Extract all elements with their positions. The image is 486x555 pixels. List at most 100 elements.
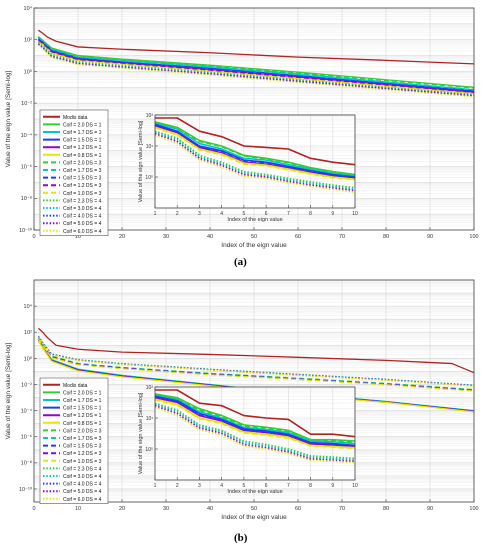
panel-b-main-x-tick-label: 70	[339, 506, 345, 512]
panel-a-legend-box	[39, 109, 109, 236]
panel-a-inset-x-tick-label: 5	[242, 211, 245, 217]
panel-a-legend-label-7: Coif = 1.7 DS = 3	[63, 168, 102, 174]
panel-a-inset-series-line-2	[154, 122, 356, 177]
panel-a-inset-frame	[154, 114, 356, 209]
panel-b-main-y-tick-label: 10⁻⁴	[21, 408, 33, 415]
panel-b-legend-box	[39, 377, 109, 504]
panel-b-legend-label-3: Coif = 1.5 DS = 1	[63, 406, 102, 412]
panel-b-main-series-line-0	[37, 327, 475, 374]
panel-a-legend-label-6: Coif = 2.0 DS = 3	[63, 160, 102, 166]
panel-b-inset-series-line-9	[154, 402, 356, 460]
panel-a-main-series-line-12	[37, 42, 475, 96]
panel-a-main-x-tick-label: 20	[119, 234, 125, 240]
panel-a-main-x-tick-label: 70	[339, 234, 345, 240]
panel-b-inset-x-tick-label: 3	[198, 483, 201, 489]
panel-b-label: (b)	[234, 532, 248, 544]
panel-a-inset-x-tick-label: 6	[265, 211, 268, 217]
panel-a-inset-series-line-12	[154, 134, 356, 194]
panel-b-main-y-tick-label: 10⁻²	[21, 382, 32, 388]
panel-b-legend-label-8: Coif = 1.5 DS = 3	[63, 444, 102, 450]
panel-a-main-x-tick-label: 80	[383, 234, 389, 240]
panel-a-legend-label-11: Coif = 2.3 DS = 4	[63, 198, 102, 204]
panel-a-main-y-tick-label: 10⁻¹⁰	[19, 227, 33, 234]
panel-a-main-series-line-0	[38, 29, 475, 65]
panel-a-legend-label-15: Coif = 6.0 DS = 4	[63, 229, 102, 235]
panel-b-main-y-axis-label: Value of the eign value [Semi-log]	[5, 342, 12, 439]
panel-b-legend-label-15: Coif = 6.0 DS = 4	[63, 497, 102, 503]
panel-a-main-y-tick-label: 10⁻²	[21, 101, 32, 107]
panel-b-inset-frame	[154, 386, 356, 481]
panel-a-main-x-tick-label: 100	[469, 234, 478, 240]
panel-b-main-x-tick-label: 10	[75, 506, 81, 512]
panel-b-legend-label-0: Modis data	[63, 383, 88, 389]
panel-a-main-series-line-15	[37, 44, 475, 98]
panel-b-main-x-tick-label: 20	[119, 506, 125, 512]
panel-b-inset-series-line-1	[154, 393, 356, 442]
panel-a-legend-label-0: Modis data	[63, 115, 88, 121]
panel-a-main-y-axis-label: Value of the eign value [Semi-log]	[5, 70, 12, 167]
panel-a-legend-label-5: Coif = 0.8 DS = 1	[63, 153, 102, 159]
panel-b-inset-x-tick-label: 1	[154, 483, 157, 489]
panel-b-inset-x-tick-label: 2	[176, 483, 179, 489]
panel-b-inset-x-axis-label: Index of the eign value	[227, 489, 282, 495]
panel-a-main-x-tick-label: 30	[163, 234, 169, 240]
panel-a-inset-x-tick-label: 2	[176, 211, 179, 217]
panel-a-inset-y-tick-label: 10¹	[146, 144, 154, 150]
panel-a-inset-series-line-4	[154, 124, 356, 180]
panel-b-legend-label-5: Coif = 0.8 DS = 1	[63, 421, 102, 427]
panel-a-inset-x-tick-label: 9	[331, 211, 334, 217]
panel-a-main-x-tick-label: 50	[251, 234, 257, 240]
panel-b-main-x-axis-label: Index of the eign value	[221, 514, 287, 521]
panel-a-inset-series-line-0	[155, 117, 356, 166]
panel-a-inset-y-axis-label: Value of the eign value [Semi-log]	[138, 120, 144, 202]
panel-b-inset-series-line-0	[155, 389, 356, 438]
panel-b-main-y-tick-label: 10⁻⁶	[21, 434, 32, 441]
panel-b-main-x-tick-label: 40	[207, 506, 213, 512]
panel-b-main-y-tick-label: 10⁻¹⁰	[19, 486, 33, 493]
panel-a-main-x-tick-label: 60	[295, 234, 301, 240]
panel-b-inset-y-tick-label: 10²	[146, 385, 154, 391]
panel-b-main-y-tick-label: 10⁰	[24, 355, 33, 362]
panel-a-legend-label-9: Coif = 1.2 DS = 3	[63, 183, 102, 189]
panel-b-inset-x-tick-label: 7	[287, 483, 290, 489]
panel-a-main-y-tick-label: 10⁻⁴	[21, 132, 33, 139]
panel-b-legend-label-12: Coif = 3.0 DS = 4	[63, 474, 102, 480]
panel-b-legend-label-13: Coif = 4.0 DS = 4	[63, 482, 102, 488]
panel-b-main-x-tick-label: 50	[251, 506, 257, 512]
panel-b-main-series-line-5	[37, 340, 475, 413]
panel-a-main-series-line-14	[37, 43, 475, 97]
panel-b-inset-y-axis-label: Value of the eign value [Semi-log]	[138, 392, 144, 474]
panel-a-legend-label-13: Coif = 4.0 DS = 4	[63, 214, 102, 220]
panel-a-inset-group: 1 2 3 4 5 6 7 8 9 10 10² 10¹ 10⁰ Index of the eign va…	[138, 113, 358, 223]
panel-b-main-x-tick-label: 100	[469, 506, 478, 512]
panel-b-inset-series-line-7	[154, 396, 356, 447]
panel-a-main-series-line-6	[37, 36, 475, 89]
panel-b-inset-series-line-12	[154, 406, 356, 464]
panel-b-inset-series-line-6	[154, 393, 356, 444]
panel-a-main-x-tick-label: 90	[427, 234, 433, 240]
panel-a-inset-series-line-6	[154, 121, 356, 176]
panel-b-main-x-tick-label: 60	[295, 506, 301, 512]
panel-b-main-x-tick-label: 90	[427, 506, 433, 512]
panel-a-main-y-tick-label: 10⁻⁸	[21, 195, 32, 202]
panel-b-legend-label-7: Coif = 1.7 DS = 3	[63, 436, 102, 442]
panel-b-inset-series-line-2	[154, 394, 356, 445]
panel-a-legend-label-8: Coif = 1.5 DS = 3	[63, 176, 102, 182]
panel-a-legend-label-1: Coif = 2.0 DS = 1	[63, 122, 102, 128]
panel-b-inset-series-line-8	[154, 399, 356, 450]
panel-b-inset-x-tick-label: 9	[331, 483, 334, 489]
panel-b-main-series-line-10	[37, 338, 475, 392]
panel-a-legend-label-14: Coif = 5.0 DS = 4	[63, 221, 102, 227]
panel-b-main-y-tick-label: 10²	[24, 330, 32, 336]
panel-b-inset-x-tick-label: 8	[309, 483, 312, 489]
panel-a-main-series-line-7	[37, 37, 475, 91]
panel-a-legend-label-12: Coif = 3.0 DS = 4	[63, 206, 102, 212]
panel-a-inset-x-tick-label: 1	[154, 211, 157, 217]
panel-a-inset-y-tick-label: 10⁰	[145, 175, 153, 181]
panel-b-main-y-tick-label: 10⁴	[24, 303, 33, 310]
panel-a-legend-label-10: Coif = 1.0 DS = 3	[63, 191, 102, 197]
panel-a-inset-series-line-7	[154, 124, 356, 179]
panel-a-label: (a)	[234, 256, 247, 268]
